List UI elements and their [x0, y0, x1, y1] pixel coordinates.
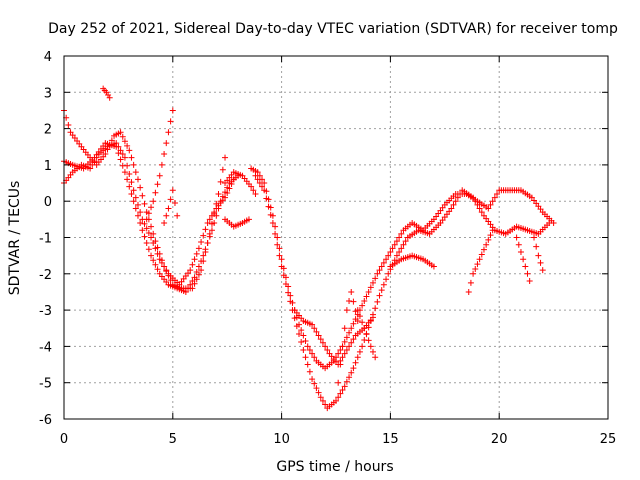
x-tick-label: 5 [169, 432, 177, 447]
y-tick-label: 0 [44, 195, 52, 210]
sdtvar-chart: 0 5 10 15 20 25 -6 -5 -4 -3 -2 -1 0 1 2 3 4 Day 252 of 2… [0, 0, 640, 480]
x-tick-label: 15 [382, 432, 399, 447]
x-tick-label: 10 [273, 432, 290, 447]
x-tick-label: 0 [60, 432, 68, 447]
y-tick-label: 4 [44, 50, 52, 65]
x-tick-label: 20 [491, 432, 508, 447]
x-tick-label: 25 [600, 432, 617, 447]
y-axis-label: SDTVAR / TECUs [7, 181, 23, 296]
y-tick-label: 1 [44, 159, 52, 174]
y-tick-label: -1 [39, 232, 52, 247]
chart-title: Day 252 of 2021, Sidereal Day-to-day VTE… [48, 21, 618, 37]
y-tick-label: -3 [39, 304, 52, 319]
y-tick-label: -5 [39, 377, 52, 392]
y-tick-label: -4 [39, 340, 52, 355]
x-axis-label: GPS time / hours [276, 459, 393, 475]
y-tick-label: -2 [39, 268, 52, 283]
y-tick-label: 3 [44, 86, 52, 101]
chart-background [0, 0, 640, 480]
y-tick-label: -6 [39, 413, 52, 428]
y-tick-label: 2 [44, 123, 52, 138]
